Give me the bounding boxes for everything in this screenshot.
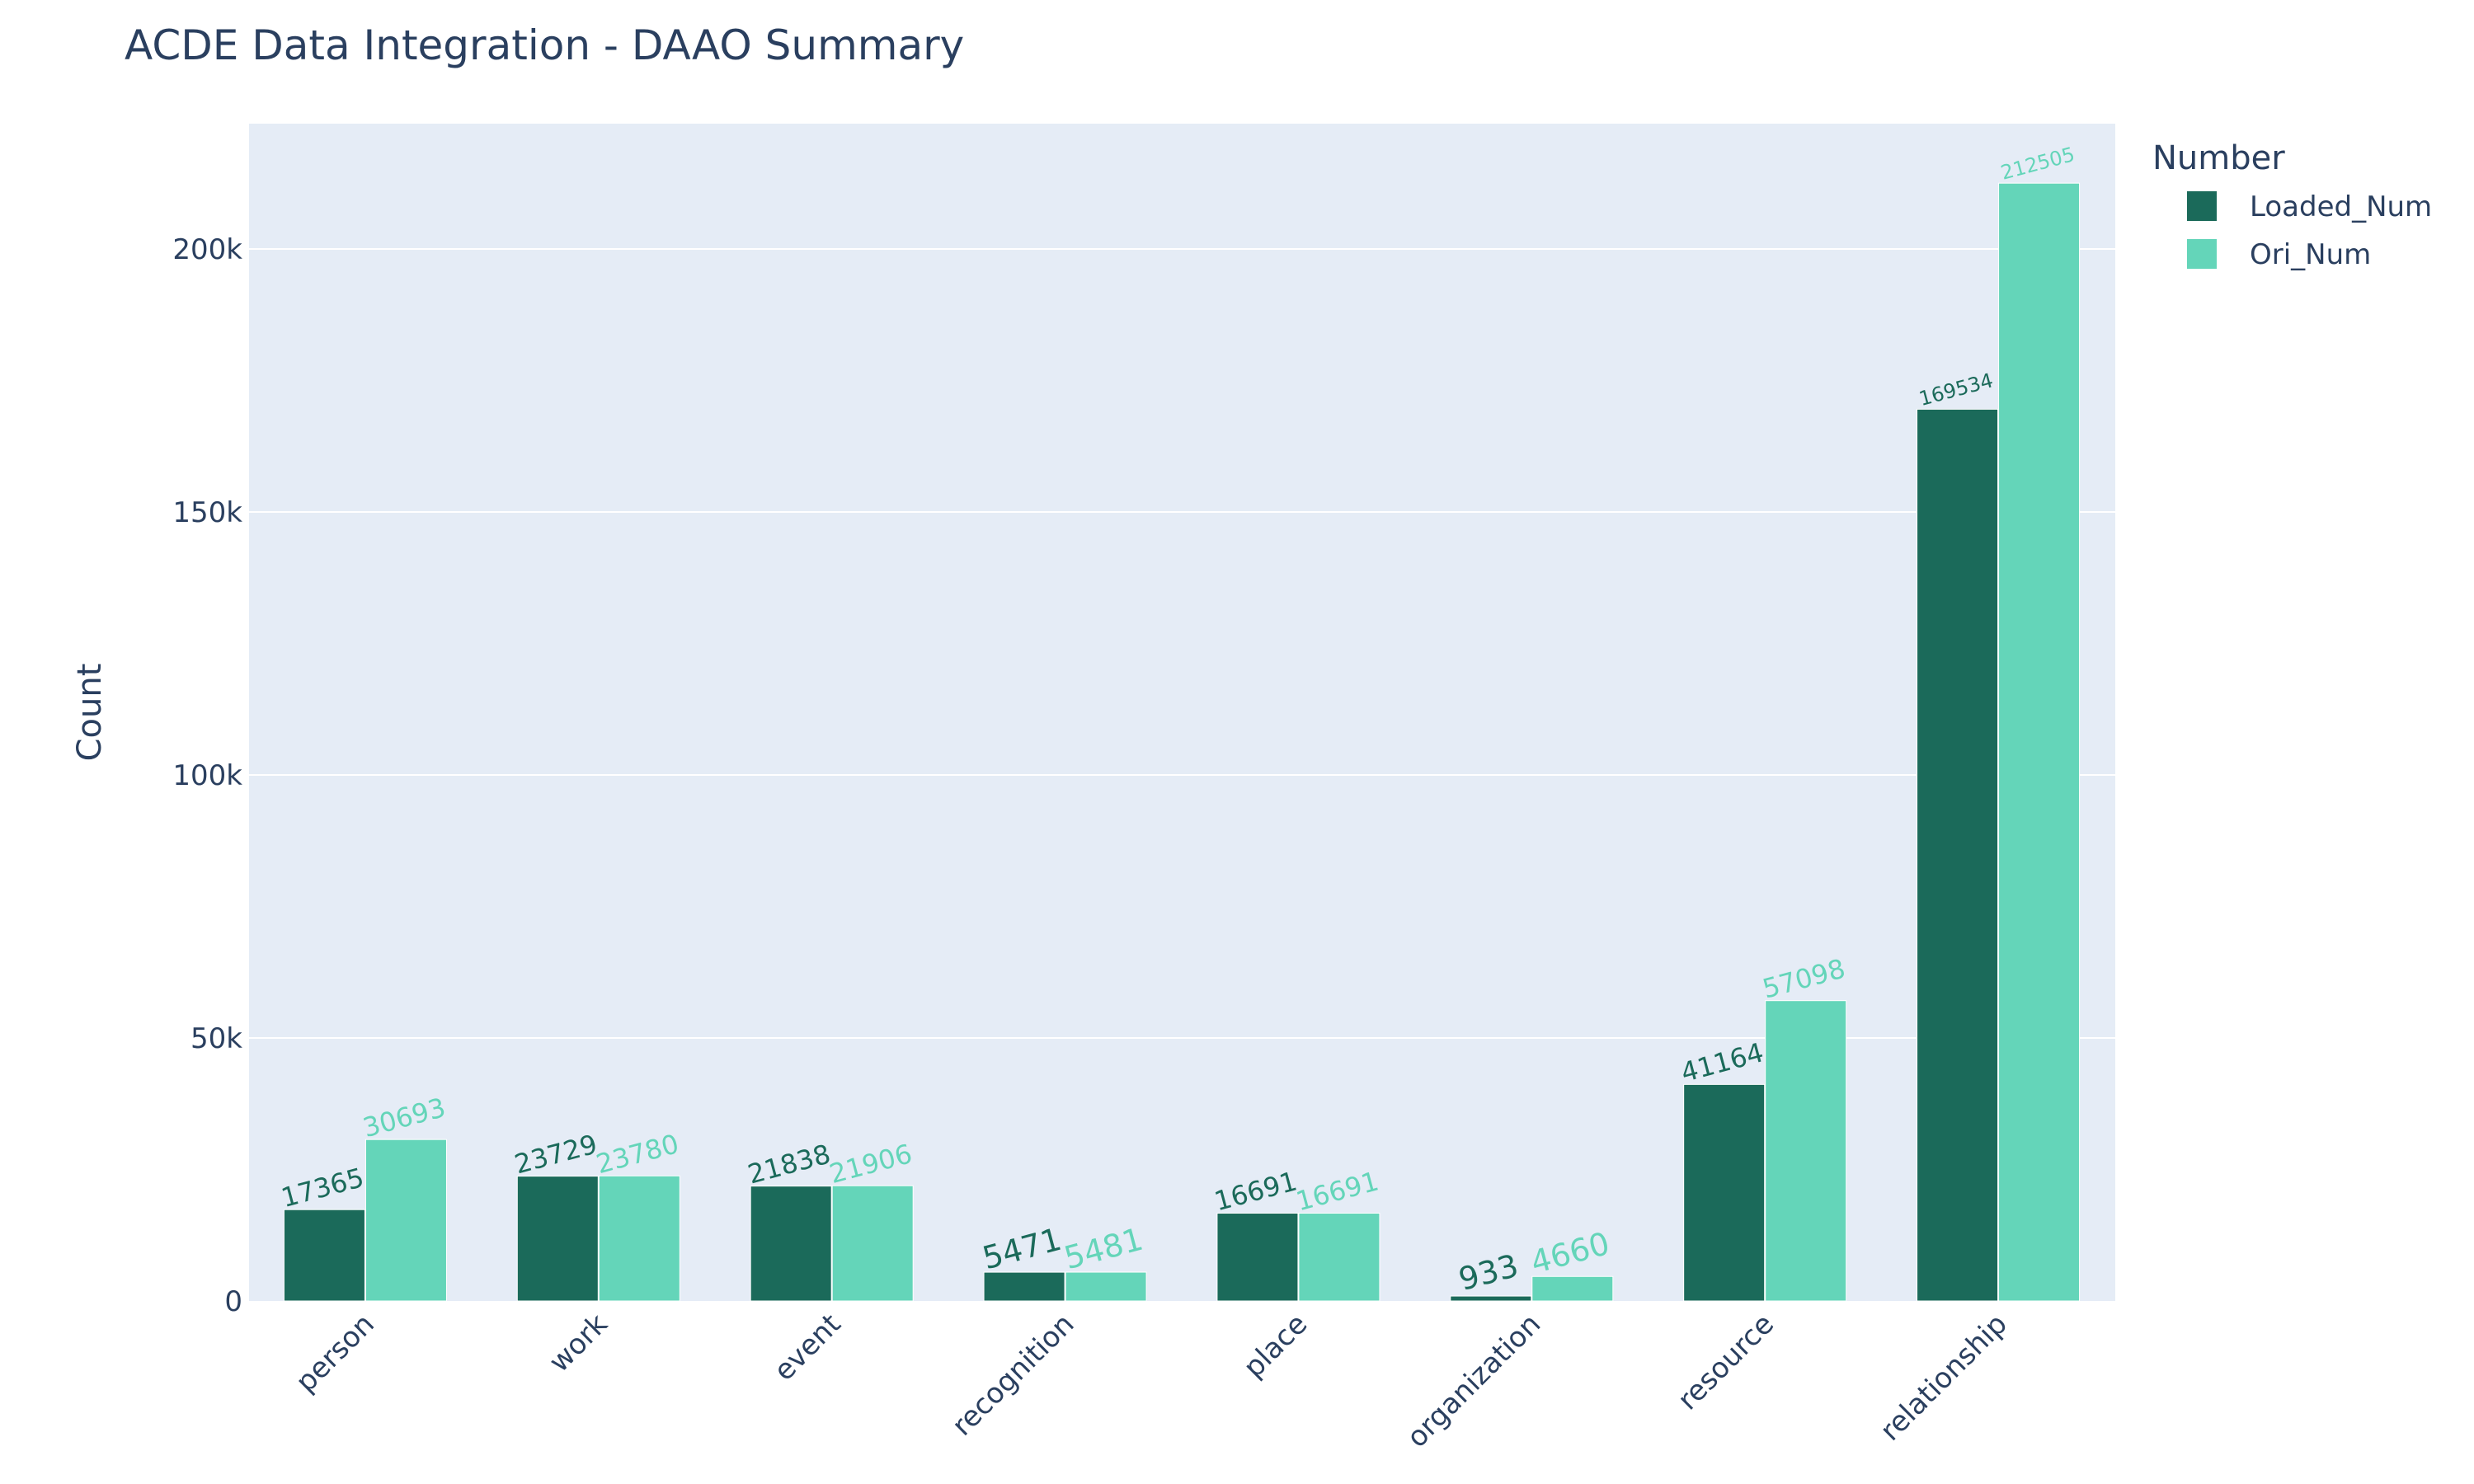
y-axis-ticks: 0 50k 100k 150k 200k: [172, 233, 242, 1318]
y-tick-label: 0: [224, 1285, 242, 1318]
x-tick-label: work: [543, 1308, 614, 1379]
legend-items: Loaded_Num Ori_Num: [2187, 190, 2432, 271]
y-tick-label: 200k: [172, 233, 242, 266]
x-tick-label: organization: [1400, 1308, 1547, 1454]
bar-Ori_Num-recognition: [1065, 1271, 1147, 1302]
x-tick-label: place: [1237, 1308, 1314, 1384]
bar-Loaded_Num-organization: [1450, 1295, 1532, 1302]
bar-Ori_Num-place: [1298, 1213, 1380, 1302]
bar-Loaded_Num-resource: [1683, 1083, 1766, 1302]
bar-Loaded_Num-person: [283, 1209, 365, 1302]
legend-swatch: [2187, 239, 2217, 269]
legend-swatch: [2187, 191, 2217, 221]
y-tick-label: 150k: [172, 496, 242, 529]
bar-Ori_Num-event: [831, 1185, 914, 1302]
bar-Ori_Num-person: [365, 1139, 447, 1302]
bar-Loaded_Num-place: [1216, 1213, 1299, 1302]
y-axis-title: Count: [71, 664, 109, 762]
x-tick-label: event: [768, 1308, 848, 1388]
bar-Ori_Num-resource: [1765, 1000, 1847, 1302]
bars-layer: [283, 182, 2081, 1302]
bar-Loaded_Num-recognition: [983, 1271, 1065, 1302]
bar-Ori_Num-organization: [1531, 1275, 1614, 1302]
legend-label: Ori_Num: [2250, 238, 2371, 271]
bar-Loaded_Num-event: [750, 1186, 832, 1302]
chart-title: ACDE Data Integration - DAAO Summary: [125, 21, 964, 69]
bar-Ori_Num-relationship: [1998, 182, 2081, 1302]
x-axis-ticks: person work event recognition place organizat…: [289, 1308, 2014, 1454]
x-tick-label: recognition: [946, 1308, 1081, 1443]
legend: Number Loaded_Num Ori_Num: [2152, 139, 2432, 271]
x-tick-label: relationship: [1874, 1308, 2014, 1448]
x-tick-label: resource: [1672, 1308, 1780, 1416]
legend-title: Number: [2152, 139, 2285, 177]
legend-label: Loaded_Num: [2250, 190, 2432, 223]
bar-Loaded_Num-relationship: [1917, 408, 1999, 1302]
x-tick-label: person: [289, 1308, 381, 1399]
y-tick-label: 50k: [190, 1022, 242, 1055]
bar-Loaded_Num-work: [516, 1176, 599, 1302]
y-tick-label: 100k: [172, 759, 242, 792]
bar-Ori_Num-work: [598, 1175, 680, 1302]
